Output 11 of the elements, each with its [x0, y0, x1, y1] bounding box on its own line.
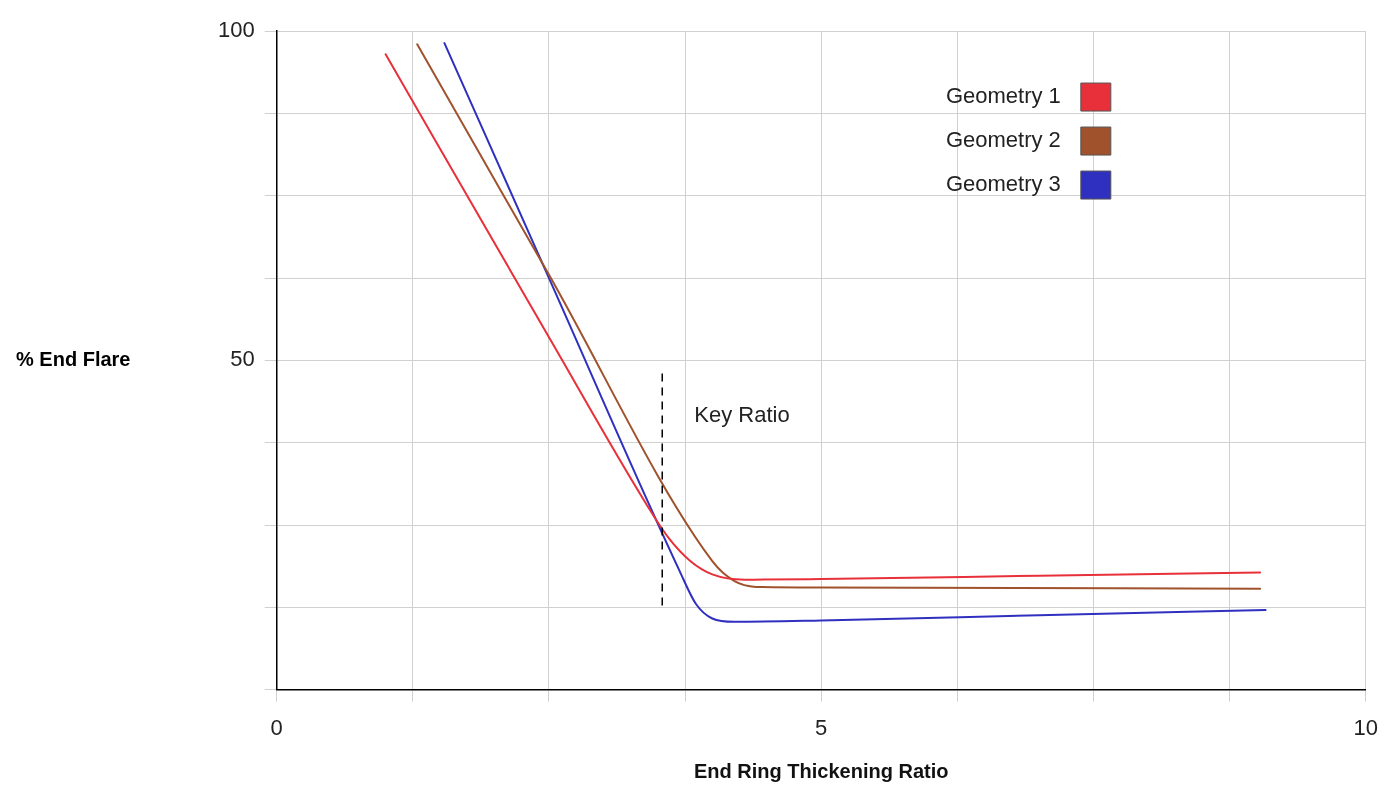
y-tick-label: 50 — [230, 346, 255, 372]
legend-label: Geometry 2 — [945, 127, 1061, 153]
y-tick-label: 100 — [217, 17, 255, 43]
legend-label: Geometry 3 — [945, 171, 1061, 197]
legend-label: Geometry 1 — [945, 83, 1061, 109]
x-tick-label: 5 — [815, 714, 828, 740]
x-axis-title: End Ring Thickening Ratio — [694, 759, 949, 782]
y-axis-title: % End Flare — [16, 347, 131, 370]
x-tick-label: 0 — [270, 714, 283, 740]
ref-line-label: Key Ratio — [694, 402, 790, 428]
x-tick-label: 10 — [1353, 714, 1379, 740]
